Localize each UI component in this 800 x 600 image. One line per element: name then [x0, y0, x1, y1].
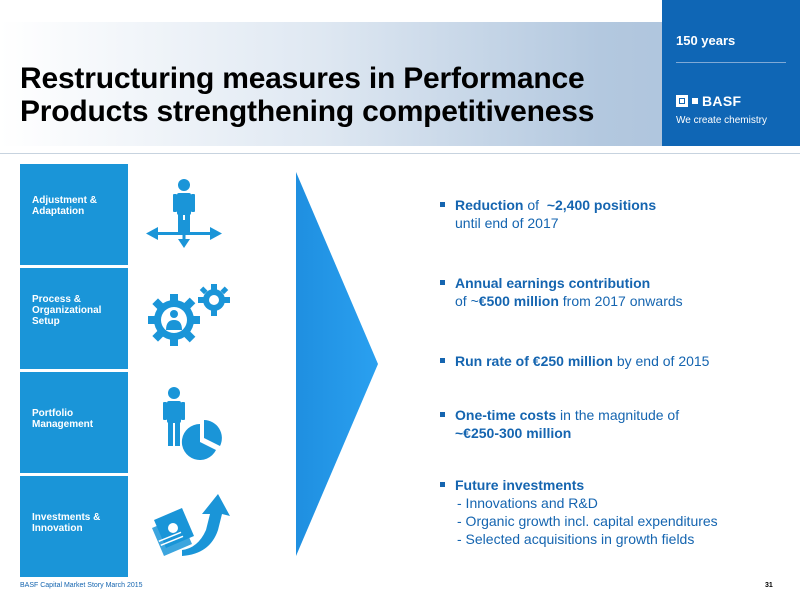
- page-number: 31: [765, 582, 773, 589]
- bullet-text-pre: of ~: [455, 293, 479, 309]
- sub-item-acquisitions: - Selected acquisitions in growth fields: [457, 531, 695, 547]
- pillar-label-line1: Process &: [32, 294, 81, 305]
- title-line-1: Restructuring measures in Performance: [20, 62, 585, 95]
- bullet-text-post: from 2017 onwards: [558, 293, 683, 309]
- bullet-bold: Run rate of €250 million: [455, 353, 613, 369]
- bullet-bold-2: ~2,400 positions: [546, 197, 657, 213]
- pillar-label-line2: Innovation: [32, 523, 83, 534]
- pillar-label-line2: Adaptation: [32, 206, 85, 217]
- basf-logo: BASF: [676, 94, 741, 108]
- bullet-line-2: until end of 2017: [455, 215, 559, 231]
- bullet-bold: One-time costs: [455, 407, 557, 423]
- pillar-process: Process & Organizational Setup: [20, 268, 128, 369]
- person-arrows-icon: [146, 179, 222, 248]
- pillar-label-line1: Adjustment &: [32, 195, 97, 206]
- sub-item-organic-growth: - Organic growth incl. capital expenditu…: [457, 513, 718, 529]
- person-pie-chart-icon: [163, 387, 222, 460]
- bullet-text: in the magnitude of: [556, 407, 680, 423]
- slide-header: Restructuring measures in Performance Pr…: [0, 0, 800, 146]
- bullet-square-icon: [440, 412, 445, 417]
- bullet-text: of: [523, 197, 547, 213]
- pillar-adjustment: Adjustment & Adaptation: [20, 164, 128, 265]
- anniversary-label: 150 years: [676, 33, 736, 48]
- brand-divider: [676, 62, 786, 63]
- bullet-square-icon: [440, 202, 445, 207]
- bullet-bold-2: €500 million: [478, 293, 559, 309]
- slide-title: Restructuring measures in Performance Pr…: [20, 62, 640, 128]
- brand-name: BASF: [702, 93, 742, 109]
- pillar-label-line2: Organizational: [32, 305, 102, 316]
- bullet-bold-2: ~€250-300 million: [455, 425, 572, 441]
- pillar-investments: Investments & Innovation: [20, 476, 128, 577]
- logo-dot-icon: [692, 98, 698, 104]
- logo-square-icon: [676, 95, 688, 107]
- title-line-2: Products strengthening competitiveness: [20, 95, 595, 128]
- bullet-square-icon: [440, 482, 445, 487]
- footer-text: BASF Capital Market Story March 2015: [20, 582, 143, 589]
- bullet-square-icon: [440, 358, 445, 363]
- pillar-portfolio: Portfolio Management: [20, 372, 128, 473]
- header-divider: [0, 153, 800, 154]
- sub-item-innovations: - Innovations and R&D: [457, 495, 598, 511]
- bullet-bold: Reduction: [455, 197, 524, 213]
- pillar-label-line1: Investments &: [32, 512, 101, 523]
- bullet-bold: Future investments: [455, 477, 585, 493]
- bullet-text: by end of 2015: [612, 353, 710, 369]
- bullet-bold: Annual earnings contribution: [455, 275, 651, 291]
- gears-person-icon: [148, 284, 230, 346]
- pillar-label-line3: Setup: [32, 316, 60, 327]
- bullet-square-icon: [440, 280, 445, 285]
- pillar-label-line1: Portfolio: [32, 408, 74, 419]
- direction-arrow: [296, 172, 378, 556]
- money-arrow-icon: [152, 494, 230, 556]
- pillar-label-line2: Management: [32, 419, 94, 430]
- brand-tagline: We create chemistry: [676, 115, 767, 126]
- brand-panel: [662, 0, 800, 146]
